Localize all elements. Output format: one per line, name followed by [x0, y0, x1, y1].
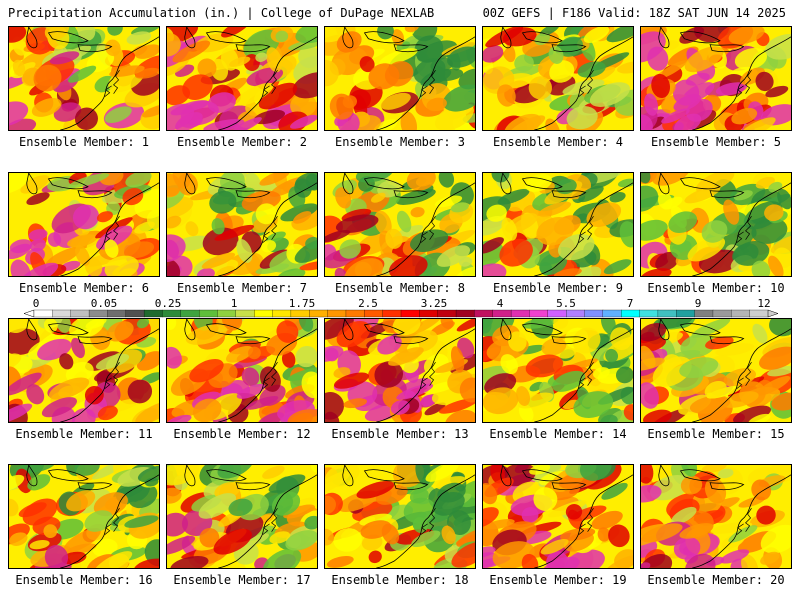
colorbar-swatch	[621, 309, 641, 318]
colorbar-swatch	[198, 309, 218, 318]
precip-colorbar: 0 0.05 0.25 1 1.75 2.5 3.25 4 5.5 7 9 12	[0, 296, 800, 320]
colorbar-swatch	[529, 309, 549, 318]
colorbar-swatch	[272, 309, 292, 318]
colorbar-swatch	[309, 309, 329, 318]
colorbar-swatch	[419, 309, 439, 318]
ensemble-member-map	[8, 26, 160, 131]
ensemble-member-map	[482, 26, 634, 131]
colorbar-swatch	[33, 309, 53, 318]
colorbar-swatch	[364, 309, 384, 318]
colorbar-tick-label: 0.25	[155, 297, 182, 310]
ensemble-member-label: Ensemble Member: 18	[331, 573, 469, 587]
ensemble-member-map	[640, 26, 792, 131]
colorbar-swatch	[125, 309, 145, 318]
colorbar-swatch	[584, 309, 604, 318]
colorbar-tick-label: 0.05	[91, 297, 118, 310]
colorbar-swatch	[107, 309, 127, 318]
ensemble-member-label: Ensemble Member: 5	[650, 135, 782, 149]
ensemble-member-label: Ensemble Member: 15	[647, 427, 785, 441]
forecast-valid-time: 00Z GEFS | F186 Valid: 18Z SAT JUN 14 20…	[482, 6, 786, 20]
colorbar-tick-label: 5.5	[556, 297, 576, 310]
colorbar-swatch	[382, 309, 402, 318]
page-title: Precipitation Accumulation (in.) | Colle…	[8, 6, 435, 20]
ensemble-member-map	[482, 464, 634, 569]
colorbar-swatch	[70, 309, 90, 318]
colorbar-swatch	[88, 309, 108, 318]
ensemble-member-label: Ensemble Member: 19	[489, 573, 627, 587]
ensemble-member-map	[640, 172, 792, 277]
ensemble-member-label: Ensemble Member: 4	[492, 135, 624, 149]
colorbar-swatch	[180, 309, 200, 318]
ensemble-member-label: Ensemble Member: 12	[173, 427, 311, 441]
ensemble-member-map	[482, 172, 634, 277]
colorbar-swatch	[731, 309, 751, 318]
colorbar-swatch	[602, 309, 622, 318]
colorbar-swatch	[566, 309, 585, 318]
ensemble-member-map	[324, 172, 476, 277]
colorbar-swatch	[162, 309, 182, 318]
colorbar-swatch	[749, 309, 769, 318]
colorbar-swatch	[437, 309, 457, 318]
ensemble-member-map	[8, 318, 160, 423]
colorbar-swatch	[345, 309, 365, 318]
colorbar-tick-label: 1	[231, 297, 238, 310]
colorbar-swatch	[290, 309, 310, 318]
colorbar-max-arrow	[767, 309, 779, 318]
ensemble-member-map	[166, 26, 318, 131]
ensemble-member-label: Ensemble Member: 6	[18, 281, 150, 295]
colorbar-swatch	[712, 309, 732, 318]
colorbar-swatch	[474, 309, 494, 318]
ensemble-member-label: Ensemble Member: 7	[176, 281, 308, 295]
colorbar-tick-label: 4	[497, 297, 504, 310]
ensemble-member-map	[324, 318, 476, 423]
colorbar-tick-label: 9	[695, 297, 702, 310]
colorbar-swatch	[676, 309, 696, 318]
colorbar-swatch	[143, 309, 163, 318]
ensemble-member-label: Ensemble Member: 1	[18, 135, 150, 149]
colorbar-swatch	[547, 309, 567, 318]
ensemble-member-map	[166, 172, 318, 277]
ensemble-member-map	[640, 464, 792, 569]
colorbar-tick-label: 3.25	[421, 297, 448, 310]
ensemble-member-map	[166, 464, 318, 569]
ensemble-member-label: Ensemble Member: 8	[334, 281, 466, 295]
colorbar-swatch	[639, 309, 659, 318]
colorbar-swatch	[694, 309, 714, 318]
colorbar-tick-label: 12	[757, 297, 770, 310]
colorbar-min-arrow	[23, 309, 35, 318]
ensemble-member-map	[166, 318, 318, 423]
colorbar-swatch	[254, 309, 273, 318]
colorbar-tick-label: 1.75	[289, 297, 316, 310]
ensemble-member-map	[8, 464, 160, 569]
ensemble-member-label: Ensemble Member: 17	[173, 573, 311, 587]
ensemble-member-label: Ensemble Member: 3	[334, 135, 466, 149]
ensemble-member-label: Ensemble Member: 10	[647, 281, 785, 295]
ensemble-member-label: Ensemble Member: 11	[15, 427, 153, 441]
colorbar-tick-label: 2.5	[358, 297, 378, 310]
ensemble-member-map	[324, 26, 476, 131]
colorbar-swatch	[455, 309, 475, 318]
colorbar-swatch	[492, 309, 512, 318]
colorbar-swatch	[510, 309, 530, 318]
ensemble-member-label: Ensemble Member: 13	[331, 427, 469, 441]
ensemble-member-map	[8, 172, 160, 277]
colorbar-swatch	[52, 309, 72, 318]
colorbar-swatch	[217, 309, 237, 318]
colorbar-tick-label: 0	[33, 297, 40, 310]
colorbar-tick-label: 7	[627, 297, 634, 310]
ensemble-member-label: Ensemble Member: 16	[15, 573, 153, 587]
ensemble-member-label: Ensemble Member: 20	[647, 573, 785, 587]
colorbar-swatch	[400, 309, 420, 318]
colorbar-swatch	[327, 309, 347, 318]
ensemble-member-label: Ensemble Member: 2	[176, 135, 308, 149]
ensemble-member-label: Ensemble Member: 9	[492, 281, 624, 295]
ensemble-member-map	[640, 318, 792, 423]
ensemble-member-label: Ensemble Member: 14	[489, 427, 627, 441]
colorbar-swatch	[657, 309, 677, 318]
colorbar-swatch	[235, 309, 255, 318]
ensemble-member-map	[482, 318, 634, 423]
ensemble-member-map	[324, 464, 476, 569]
